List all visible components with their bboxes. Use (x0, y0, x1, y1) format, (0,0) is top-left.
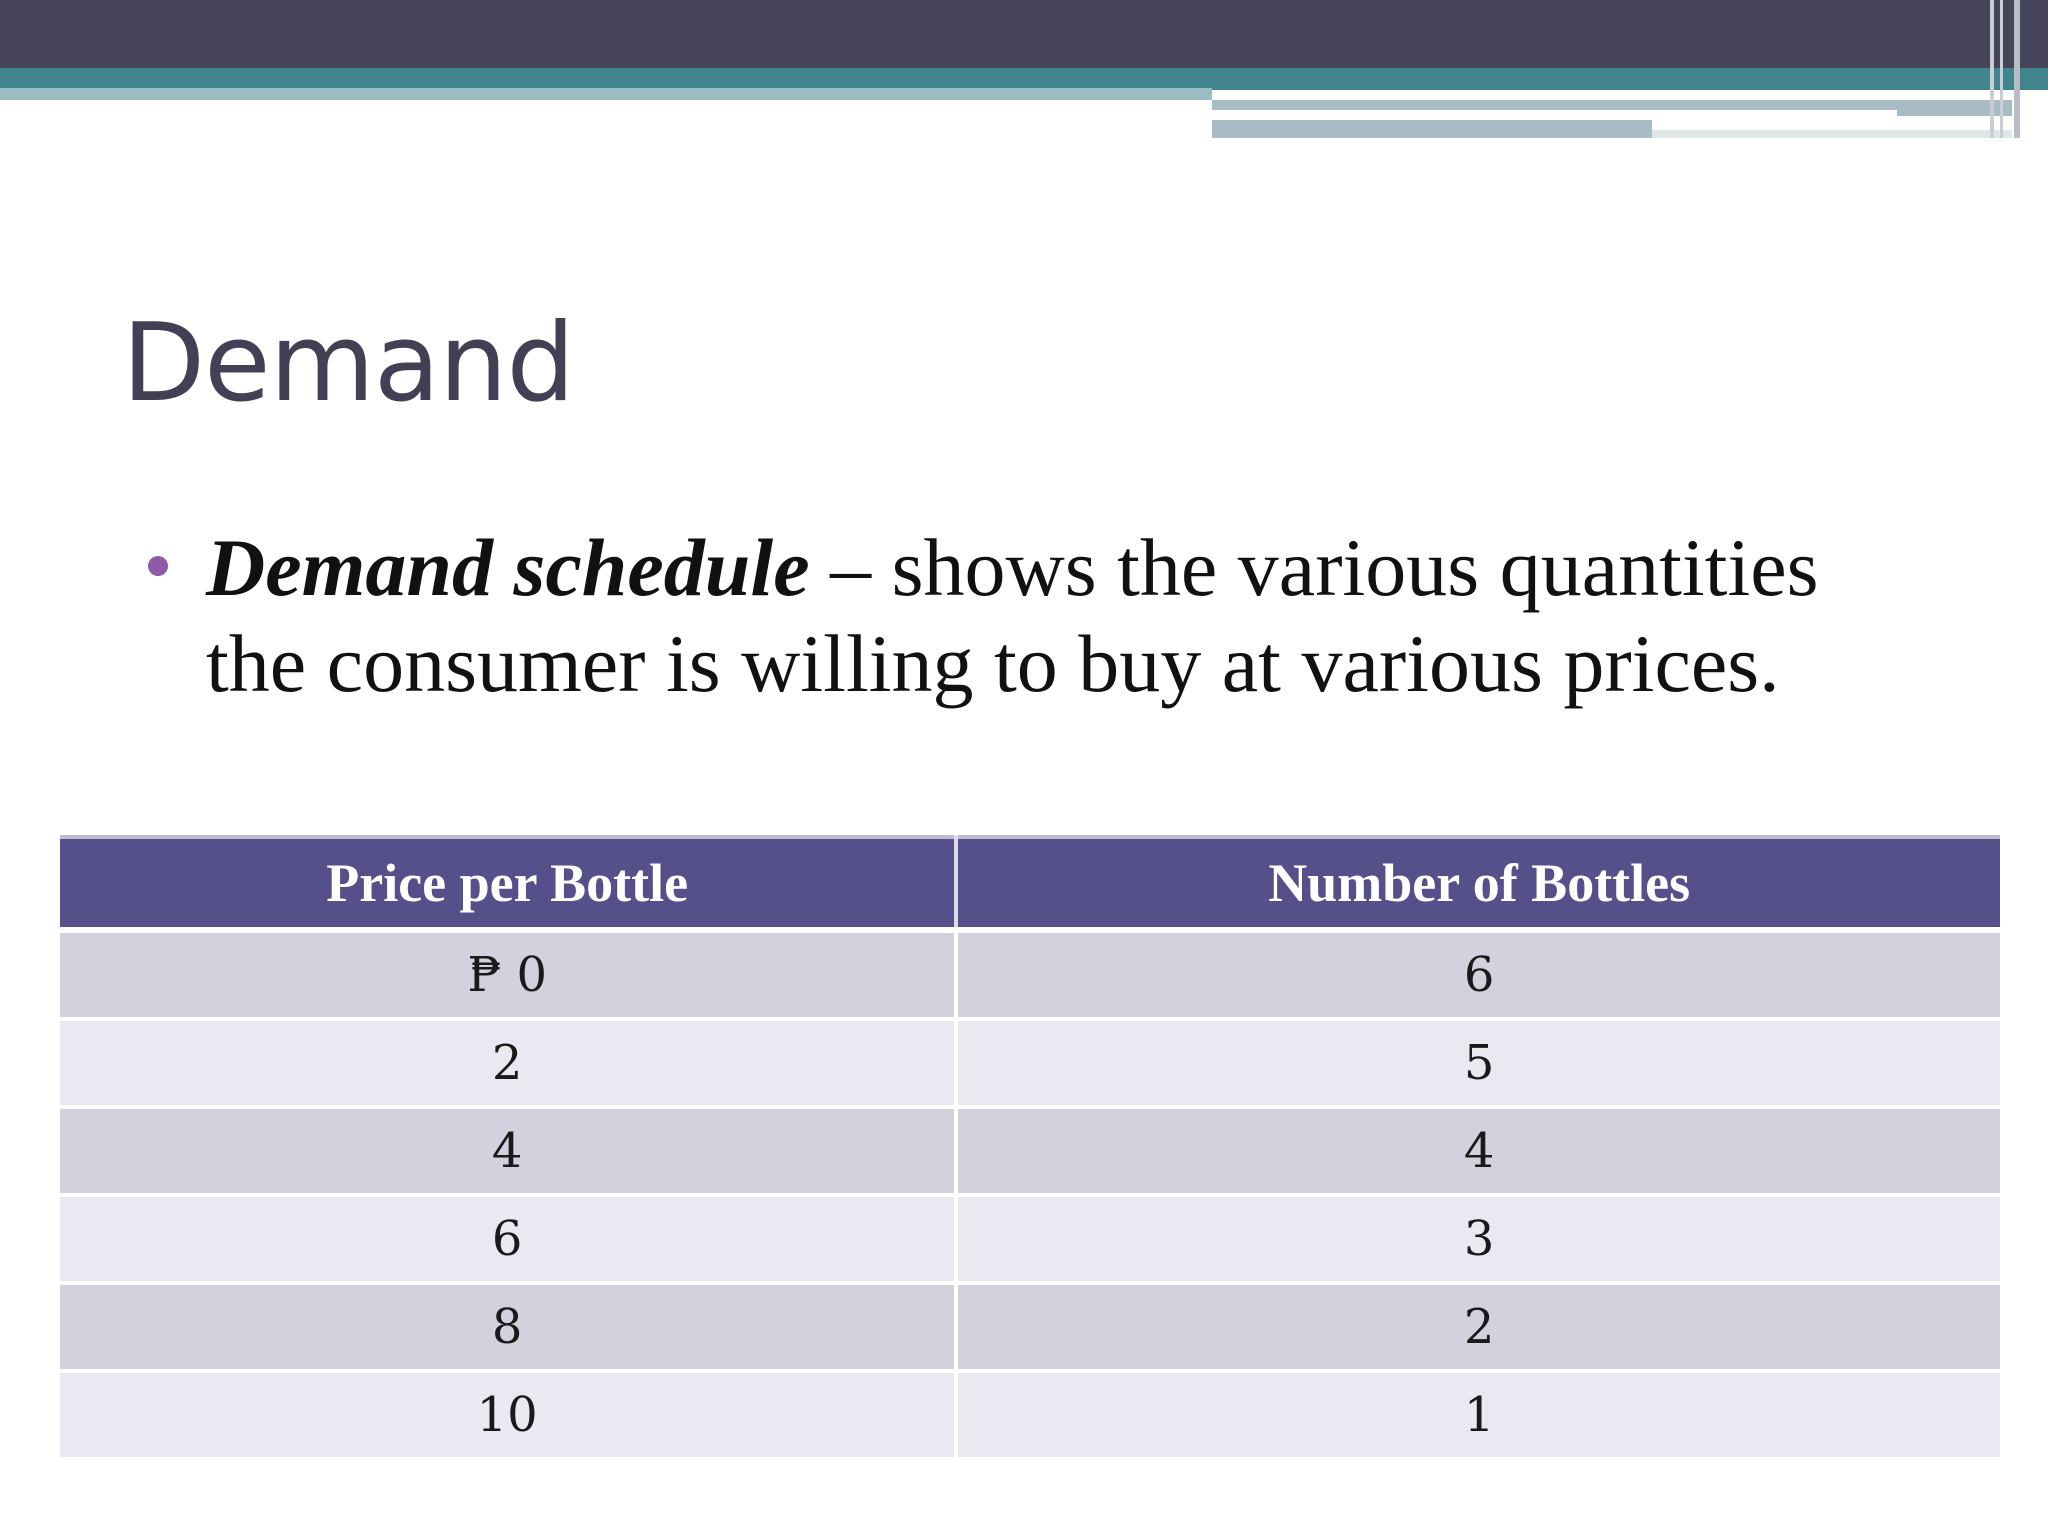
header-vertical-stripe (2000, 0, 2003, 138)
quantity-cell: 2 (956, 1283, 2000, 1373)
table: Price per Bottle Number of Bottles ₱ 0 6… (60, 835, 2000, 1461)
quantity-cell: 4 (956, 1107, 2000, 1197)
slide-title: Demand (122, 301, 575, 426)
quantity-cell: 5 (956, 1019, 2000, 1109)
column-header-quantity: Number of Bottles (956, 835, 2000, 933)
price-cell: 4 (60, 1107, 959, 1197)
table-row: 10 1 (60, 1371, 2000, 1461)
bullet-text: Demand schedule – shows the various quan… (206, 520, 1866, 712)
bullet-dot-icon (148, 556, 168, 576)
quantity-cell: 1 (956, 1371, 2000, 1461)
demand-schedule-table: Price per Bottle Number of Bottles ₱ 0 6… (60, 835, 2000, 1461)
table-row: 2 5 (60, 1019, 2000, 1109)
price-cell: 2 (60, 1019, 959, 1109)
header-band-divider (1212, 110, 1897, 116)
price-cell: 6 (60, 1195, 959, 1285)
header-band-right-low (1212, 120, 1652, 138)
quantity-cell: 6 (956, 930, 2000, 1021)
header-vertical-stripe (1990, 0, 1994, 138)
table-row: 6 3 (60, 1195, 2000, 1285)
header-band-dark (0, 0, 2048, 68)
header-vertical-stripe (2014, 0, 2020, 138)
bullet-definition: – shows the various quantities the consu… (206, 522, 1819, 709)
table-header-row: Price per Bottle Number of Bottles (60, 835, 2000, 933)
header-band-teal (0, 68, 2048, 90)
header-band-right-low-fade (1652, 130, 2012, 138)
quantity-cell: 3 (956, 1195, 2000, 1285)
table-row: ₱ 0 6 (60, 930, 2000, 1021)
table-row: 8 2 (60, 1283, 2000, 1373)
price-cell: 10 (60, 1371, 959, 1461)
price-cell: ₱ 0 (60, 930, 959, 1021)
table-row: 4 4 (60, 1107, 2000, 1197)
column-header-price: Price per Bottle (60, 835, 959, 933)
price-cell: 8 (60, 1283, 959, 1373)
header-band-teal-light (0, 88, 1212, 100)
bullet-term: Demand schedule (206, 522, 810, 613)
